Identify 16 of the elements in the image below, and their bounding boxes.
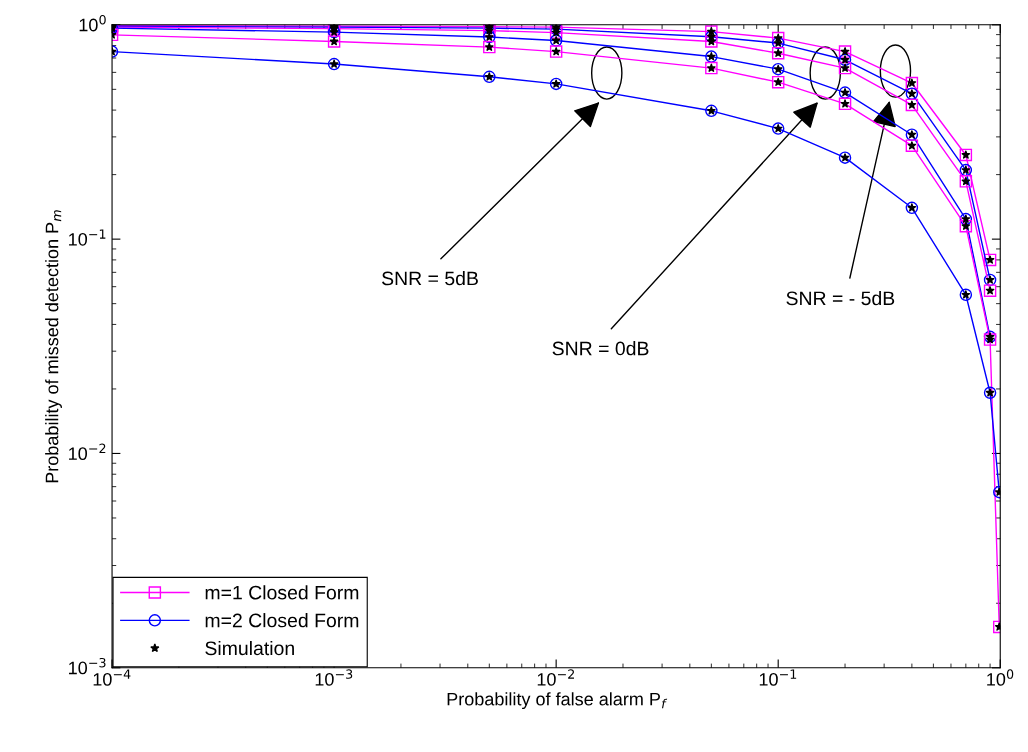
annotation: SNR = 5dB bbox=[382, 271, 478, 286]
x-axis-title: Probability of false alarm P$_{f}$ bbox=[447, 692, 668, 710]
x-tick-label: 10$^{−4}$ bbox=[93, 669, 131, 686]
y-tick-label: 10$^{−1}$ bbox=[69, 229, 106, 246]
x-tick-label: 10$^{0}$ bbox=[987, 669, 1014, 686]
y-tick-label: 10$^{−2}$ bbox=[69, 443, 106, 461]
x-tick-label: 10$^{−1}$ bbox=[759, 669, 797, 686]
legend-label: Simulation bbox=[205, 640, 294, 656]
y-axis-title: Probability of missed detection P$_{m}$ bbox=[45, 210, 62, 483]
x-tick-label: 10$^{−3}$ bbox=[315, 669, 353, 686]
annotation: SNR = - 5dB bbox=[786, 290, 895, 306]
y-tick-label: 10$^{0}$ bbox=[79, 14, 106, 32]
legend-label: m=1 Closed Form bbox=[205, 585, 359, 600]
annotation: SNR = 0dB bbox=[552, 341, 649, 356]
legend-label: m=2 Closed Form bbox=[205, 613, 359, 628]
x-tick-label: 10$^{−2}$ bbox=[537, 669, 574, 686]
